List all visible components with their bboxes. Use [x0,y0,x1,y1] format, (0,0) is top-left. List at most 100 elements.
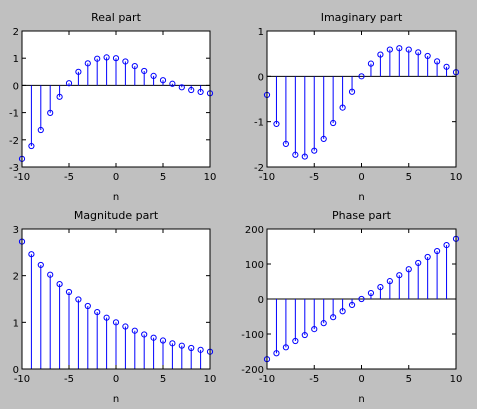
x-axis-label: n [358,192,364,203]
stem-marker [141,67,148,75]
stem-marker [159,77,167,84]
stem-marker [377,51,384,58]
stem-marker [56,280,63,288]
x-tick-label: -5 [309,172,319,183]
stem-marker [273,120,280,128]
chart-4: -10 -5 0 5 10 -200 -100 0 100 200 Phase part n [241,209,462,405]
y-tick-label: 1 [258,27,264,38]
y-tick-label: -2 [254,163,264,174]
stem-marker [358,295,365,303]
stem-marker [443,242,450,249]
stem-marker [386,46,393,53]
x-tick-label: 10 [450,374,463,385]
x-tick-label: 0 [358,374,364,385]
x-tick-label: 5 [406,374,412,385]
y-tick-label: 1 [13,318,19,329]
y-tick-label: 0 [13,365,19,376]
stem-marker [159,337,167,344]
stem-marker [424,52,431,60]
x-axis-label: n [113,394,119,405]
x-tick-label: 5 [160,374,166,385]
stem-marker [112,55,120,62]
y-tick-label: -1 [254,118,264,129]
stem-marker [339,104,346,111]
stem-marker [415,259,422,267]
stem-marker [56,93,63,100]
stem-marker [188,344,195,352]
x-tick-label: -5 [64,374,74,385]
stem-marker [178,342,185,349]
y-tick-label: 200 [245,225,264,236]
stem-marker [47,271,54,278]
stem-marker [348,88,356,95]
chart-title: Phase part [332,209,392,222]
stem-marker [37,126,44,134]
stem-marker [141,331,148,338]
x-tick-label: -10 [14,172,30,183]
stem-marker [443,63,450,70]
stem-marker [273,350,280,357]
stem-marker [434,58,441,65]
stem-marker [405,266,412,273]
x-tick-label: 10 [450,172,463,183]
stem-marker [28,251,35,258]
y-tick-label: -200 [241,365,264,376]
stem-marker [84,302,91,310]
chart-title: Imaginary part [321,11,403,24]
stem-marker [122,58,129,65]
stem-marker [396,272,403,279]
y-tick-label: 2 [13,27,19,38]
x-tick-label: 5 [406,172,412,183]
y-tick-label: -3 [9,163,19,174]
x-tick-label: 0 [113,374,119,385]
x-tick-label: -5 [64,172,74,183]
stem-marker [311,326,318,333]
stem-marker [311,147,318,154]
stem-marker [301,153,308,160]
stem-marker [37,261,44,269]
stem-marker [386,278,393,285]
axes-background [22,31,210,167]
stem-marker [103,54,110,61]
stem-marker [94,308,101,316]
stem-marker [377,284,384,291]
stem-marker [197,346,204,353]
stem-marker [122,323,129,330]
axes-background [267,31,456,167]
stem-marker [65,80,73,87]
stem-marker [103,314,110,321]
stem-marker [282,344,289,351]
y-tick-label: 2 [13,272,19,283]
chart-3: -10 -5 0 5 10 0 1 2 3 Magnitude part n [13,209,217,405]
chart-title: Magnitude part [74,209,159,222]
x-tick-label: -10 [14,374,30,385]
stem-marker [358,73,365,80]
stem-marker [150,334,157,341]
x-tick-label: 10 [204,172,217,183]
x-tick-label: -5 [309,374,319,385]
stem-marker [320,135,327,142]
y-tick-label: 0 [13,81,19,92]
stem-marker [150,72,157,79]
stem-marker [434,247,441,255]
stem-marker [292,151,299,158]
stem-marker [75,296,82,303]
y-tick-label: 100 [245,260,264,271]
stem-marker [367,289,375,297]
x-tick-label: 0 [113,172,119,183]
stem-marker [367,60,375,67]
stem-marker [282,140,289,147]
y-tick-label: 0 [258,295,264,306]
y-tick-label: -2 [9,136,19,147]
chart-title: Real part [91,11,141,24]
stem-marker [301,331,308,339]
stem-marker [320,320,327,327]
x-tick-label: 10 [204,374,217,385]
x-tick-label: 5 [160,172,166,183]
stem-marker [415,49,422,56]
stem-marker [424,253,431,261]
stem-marker [75,68,82,75]
